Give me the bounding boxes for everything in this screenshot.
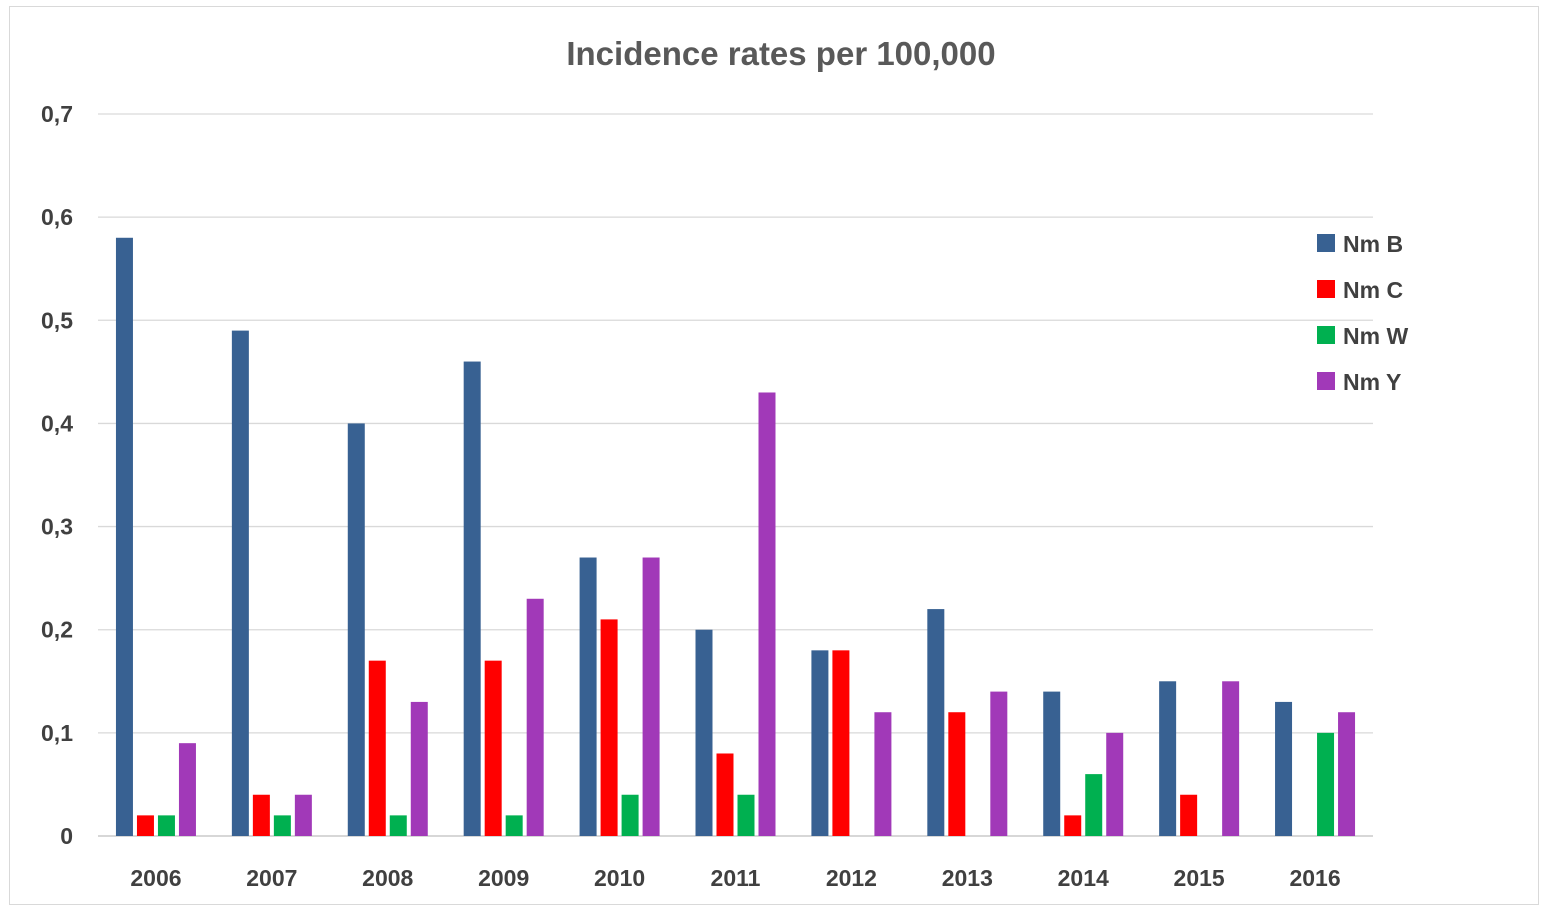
bar-nm-w-2009 bbox=[505, 815, 523, 836]
bars bbox=[115, 237, 1356, 836]
bar-nm-b-2009 bbox=[463, 361, 481, 836]
bar-nm-y-2013 bbox=[990, 691, 1008, 836]
bar-nm-b-2010 bbox=[579, 557, 597, 836]
bar-nm-w-2010 bbox=[621, 794, 639, 836]
x-tick-label: 2007 bbox=[246, 865, 297, 891]
y-tick-label: 0,5 bbox=[41, 307, 73, 333]
bar-nm-y-2007 bbox=[294, 794, 312, 836]
chart-title: Incidence rates per 100,000 bbox=[566, 35, 995, 72]
x-tick-label: 2016 bbox=[1289, 865, 1340, 891]
x-tick-label: 2010 bbox=[594, 865, 645, 891]
bar-nm-b-2013 bbox=[927, 609, 945, 836]
legend-swatch bbox=[1317, 234, 1335, 252]
legend-swatch bbox=[1317, 372, 1335, 390]
x-tick-label: 2008 bbox=[362, 865, 413, 891]
legend-label: Nm Y bbox=[1343, 369, 1401, 395]
legend-label: Nm C bbox=[1343, 277, 1403, 303]
bar-nm-y-2015 bbox=[1222, 681, 1240, 836]
bar-nm-b-2008 bbox=[347, 423, 365, 836]
x-axis-tick-labels: 2006 2007 2008 2009 2010 2011 2012 2013 2014 2015… bbox=[130, 865, 1340, 891]
y-tick-label: 0 bbox=[60, 823, 73, 849]
bar-nm-c-2011 bbox=[716, 753, 734, 836]
bar-nm-c-2008 bbox=[368, 660, 386, 836]
bar-nm-w-2014 bbox=[1085, 774, 1103, 836]
y-tick-label: 0,4 bbox=[41, 410, 73, 436]
bar-nm-w-2016 bbox=[1317, 732, 1335, 836]
x-tick-label: 2013 bbox=[942, 865, 993, 891]
bar-nm-y-2016 bbox=[1338, 712, 1356, 836]
bar-nm-c-2014 bbox=[1064, 815, 1082, 836]
legend-label: Nm B bbox=[1343, 231, 1403, 257]
bar-nm-w-2011 bbox=[737, 794, 755, 836]
bar-nm-c-2006 bbox=[136, 815, 154, 836]
bar-nm-c-2009 bbox=[484, 660, 502, 836]
bar-nm-y-2010 bbox=[642, 557, 660, 836]
bar-nm-y-2008 bbox=[410, 701, 428, 836]
bar-nm-w-2006 bbox=[157, 815, 175, 836]
bar-nm-b-2016 bbox=[1275, 701, 1293, 836]
x-tick-label: 2012 bbox=[826, 865, 877, 891]
legend-swatch bbox=[1317, 280, 1335, 298]
y-tick-label: 0,3 bbox=[41, 514, 73, 540]
bar-nm-c-2007 bbox=[252, 794, 270, 836]
bar-nm-b-2006 bbox=[115, 237, 133, 836]
x-tick-label: 2011 bbox=[711, 865, 761, 891]
bar-nm-y-2014 bbox=[1106, 732, 1124, 836]
bar-nm-y-2012 bbox=[874, 712, 892, 836]
y-tick-label: 0,6 bbox=[41, 204, 73, 230]
y-tick-label: 0,2 bbox=[41, 617, 73, 643]
legend-label: Nm W bbox=[1343, 323, 1408, 349]
bar-nm-b-2012 bbox=[811, 650, 829, 836]
x-tick-label: 2006 bbox=[130, 865, 181, 891]
bar-nm-w-2008 bbox=[389, 815, 407, 836]
legend: Nm B Nm C Nm W Nm Y bbox=[1317, 231, 1408, 395]
gridlines bbox=[98, 113, 1373, 837]
bar-nm-b-2015 bbox=[1159, 681, 1177, 836]
bar-nm-y-2011 bbox=[758, 392, 776, 836]
bar-nm-b-2007 bbox=[231, 330, 249, 836]
y-tick-label: 0,1 bbox=[41, 720, 73, 746]
y-axis-tick-labels: 0 0,1 0,2 0,3 0,4 0,5 0,6 0,7 bbox=[41, 101, 73, 849]
bar-nm-y-2009 bbox=[526, 598, 544, 836]
bar-nm-b-2014 bbox=[1043, 691, 1061, 836]
legend-swatch bbox=[1317, 326, 1335, 344]
bar-nm-c-2015 bbox=[1180, 794, 1198, 836]
x-tick-label: 2014 bbox=[1058, 865, 1109, 891]
bar-nm-c-2013 bbox=[948, 712, 966, 836]
x-tick-label: 2015 bbox=[1174, 865, 1225, 891]
bar-nm-y-2006 bbox=[178, 743, 196, 836]
bar-nm-c-2010 bbox=[600, 619, 618, 836]
y-tick-label: 0,7 bbox=[41, 101, 73, 127]
bar-nm-c-2012 bbox=[832, 650, 850, 836]
x-tick-label: 2009 bbox=[478, 865, 529, 891]
bar-nm-b-2011 bbox=[695, 629, 713, 836]
bar-nm-w-2007 bbox=[273, 815, 291, 836]
